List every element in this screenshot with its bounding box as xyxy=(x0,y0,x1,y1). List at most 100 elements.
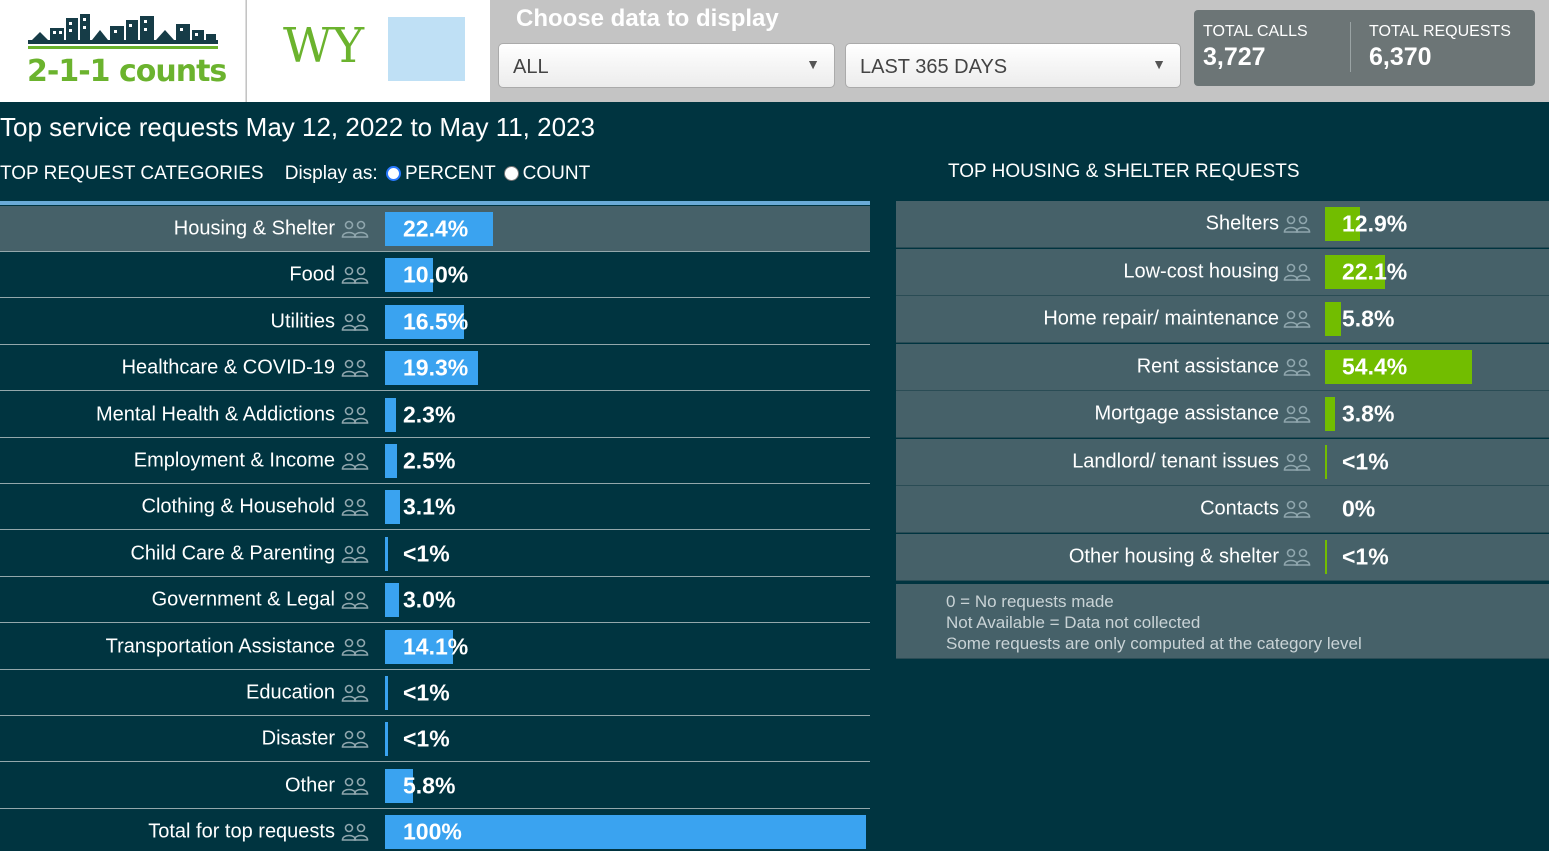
people-icon[interactable] xyxy=(1283,548,1311,566)
category-bar xyxy=(385,629,453,664)
percent-radio[interactable] xyxy=(385,166,401,181)
category-row[interactable]: Other 5.8% xyxy=(0,763,870,809)
state-selector[interactable]: WY xyxy=(247,0,490,102)
category-row[interactable]: Utilities 16.5% xyxy=(0,299,870,345)
housing-row[interactable]: Other housing & shelter <1% xyxy=(896,534,1549,581)
housing-value: 54.4% xyxy=(1342,353,1408,380)
category-bar xyxy=(385,721,388,756)
request-type-dropdown[interactable]: ALL ▼ xyxy=(498,43,835,88)
housing-row[interactable]: Low-cost housing 22.1% xyxy=(896,249,1549,296)
date-range-value: LAST 365 DAYS xyxy=(860,56,1008,78)
housing-bar xyxy=(1325,540,1327,574)
categories-header: TOP REQUEST CATEGORIES Display as: PERCE… xyxy=(0,163,590,185)
logo[interactable]: 2-1-1 counts xyxy=(0,0,246,102)
people-icon[interactable] xyxy=(1283,310,1311,328)
people-icon[interactable] xyxy=(1283,215,1311,233)
people-icon[interactable] xyxy=(341,730,369,748)
housing-value: <1% xyxy=(1342,543,1389,570)
people-icon[interactable] xyxy=(341,823,369,841)
category-row[interactable]: Disaster <1% xyxy=(0,716,870,762)
count-option-label[interactable]: COUNT xyxy=(522,163,591,184)
total-calls-label: TOTAL CALLS xyxy=(1203,23,1308,40)
category-bar xyxy=(385,675,388,710)
people-icon[interactable] xyxy=(341,684,369,702)
category-row[interactable]: Education <1% xyxy=(0,670,870,716)
housing-value: 3.8% xyxy=(1342,400,1395,427)
housing-row[interactable]: Home repair/ maintenance 5.8% xyxy=(896,296,1549,343)
people-icon[interactable] xyxy=(1283,263,1311,281)
people-icon[interactable] xyxy=(1283,405,1311,423)
count-radio[interactable] xyxy=(503,166,519,181)
people-icon[interactable] xyxy=(341,545,369,563)
housing-bar xyxy=(1325,397,1335,431)
people-icon[interactable] xyxy=(341,777,369,795)
state-map-icon[interactable] xyxy=(388,17,465,81)
page-title: Top service requests May 12, 2022 to May… xyxy=(0,112,595,142)
housing-value: <1% xyxy=(1342,448,1389,475)
category-value: <1% xyxy=(403,540,450,566)
percent-option-label[interactable]: PERCENT xyxy=(404,163,496,184)
people-icon[interactable] xyxy=(341,591,369,609)
request-type-value: ALL xyxy=(513,56,549,78)
housing-value: 0% xyxy=(1342,495,1376,522)
state-abbreviation: WY xyxy=(283,18,365,74)
housing-row[interactable]: Contacts 0% xyxy=(896,486,1549,533)
category-row[interactable]: Housing & Shelter 22.4% xyxy=(0,206,870,252)
category-row[interactable]: Government & Legal 3.0% xyxy=(0,577,870,623)
total-calls-value: 3,727 xyxy=(1203,43,1266,71)
people-icon[interactable] xyxy=(341,638,369,656)
people-icon[interactable] xyxy=(1283,500,1311,518)
housing-label: Low-cost housing xyxy=(1123,260,1279,283)
category-bar xyxy=(385,489,400,524)
people-icon[interactable] xyxy=(341,452,369,470)
chevron-down-icon: ▼ xyxy=(806,56,820,72)
category-label: Government & Legal xyxy=(151,588,335,610)
category-label: Clothing & Household xyxy=(141,495,335,517)
category-label: Total for top requests xyxy=(148,820,335,842)
category-value: 3.0% xyxy=(403,586,456,612)
housing-row[interactable]: Rent assistance 54.4% xyxy=(896,344,1549,391)
housing-label: Contacts xyxy=(1200,497,1279,520)
category-row[interactable]: Total for top requests 100% xyxy=(0,809,870,851)
display-as-label: Display as: xyxy=(284,163,378,184)
category-row[interactable]: Child Care & Parenting <1% xyxy=(0,531,870,577)
housing-row[interactable]: Shelters 12.9% xyxy=(896,201,1549,248)
housing-bar xyxy=(1325,255,1385,289)
housing-value: 12.9% xyxy=(1342,210,1408,237)
category-bar xyxy=(385,211,493,246)
category-row[interactable]: Healthcare & COVID-19 19.3% xyxy=(0,345,870,391)
category-value: <1% xyxy=(403,725,450,751)
people-icon[interactable] xyxy=(341,313,369,331)
total-requests-label: TOTAL REQUESTS xyxy=(1369,23,1511,40)
housing-row[interactable]: Mortgage assistance 3.8% xyxy=(896,391,1549,438)
category-row[interactable]: Food 10.0% xyxy=(0,252,870,298)
people-icon[interactable] xyxy=(341,498,369,516)
category-row[interactable]: Mental Health & Addictions 2.3% xyxy=(0,392,870,438)
category-bar xyxy=(385,443,397,478)
people-icon[interactable] xyxy=(1283,358,1311,376)
total-calls: TOTAL CALLS 3,727 xyxy=(1203,23,1308,72)
category-value: 22.4% xyxy=(403,215,469,241)
category-value: 3.1% xyxy=(403,493,456,519)
people-icon[interactable] xyxy=(341,406,369,424)
category-label: Food xyxy=(289,263,335,285)
category-row[interactable]: Clothing & Household 3.1% xyxy=(0,484,870,530)
category-bar xyxy=(385,350,478,385)
category-row[interactable]: Employment & Income 2.5% xyxy=(0,438,870,484)
housing-bar xyxy=(1325,445,1327,479)
housing-row[interactable]: Landlord/ tenant issues <1% xyxy=(896,439,1549,486)
housing-label: Shelters xyxy=(1205,212,1279,235)
people-icon[interactable] xyxy=(341,359,369,377)
category-row[interactable]: Transportation Assistance 14.1% xyxy=(0,624,870,670)
category-bar xyxy=(385,814,866,849)
categories-top-rule xyxy=(0,201,870,205)
housing-label: Mortgage assistance xyxy=(1094,402,1279,425)
totals-panel: TOTAL CALLS 3,727 TOTAL REQUESTS 6,370 xyxy=(1194,10,1535,86)
date-range-dropdown[interactable]: LAST 365 DAYS ▼ xyxy=(845,43,1181,88)
people-icon[interactable] xyxy=(341,220,369,238)
people-icon[interactable] xyxy=(341,266,369,284)
people-icon[interactable] xyxy=(1283,453,1311,471)
category-bar xyxy=(385,536,388,571)
category-value: 19.3% xyxy=(403,354,469,380)
total-requests-value: 6,370 xyxy=(1369,43,1432,71)
